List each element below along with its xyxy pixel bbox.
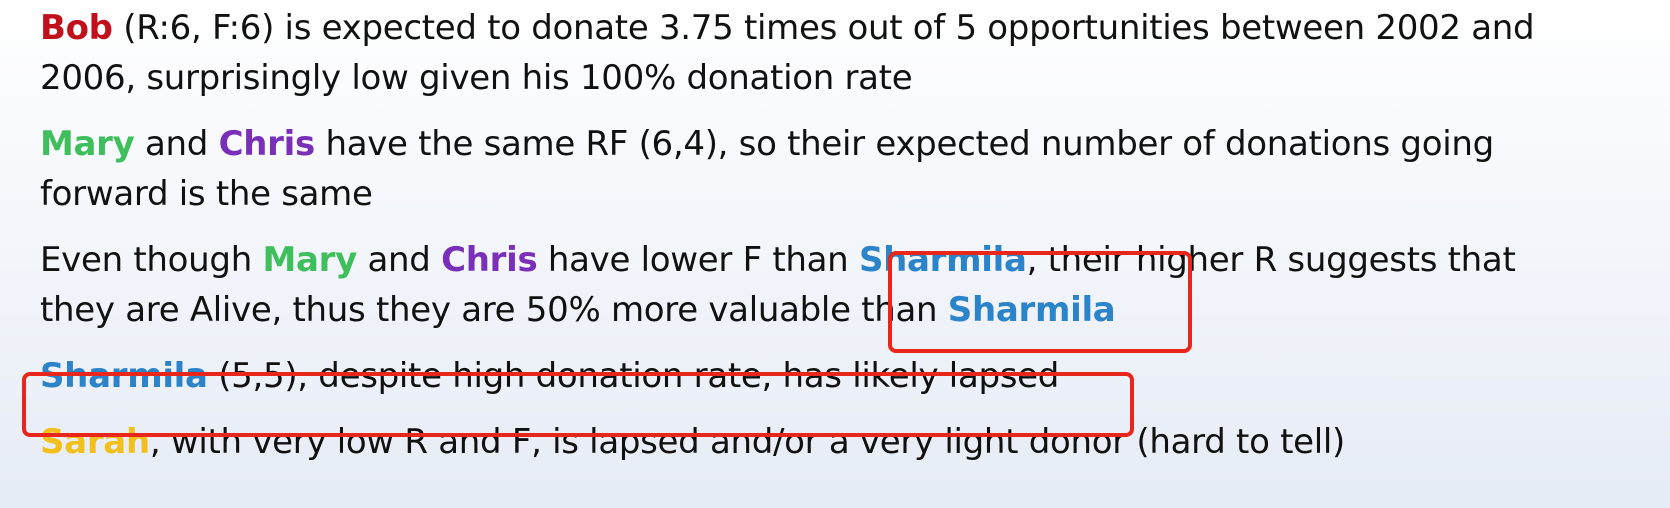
highlight-box-sharmila-line (22, 372, 1134, 437)
comparison-rest-1: , their higher R suggests that (1026, 240, 1516, 280)
mary-chris-text-1: have the same RF (6,4), so their expecte… (314, 124, 1494, 164)
bullet-bob: Bob (R:6, F:6) is expected to donate 3.7… (40, 3, 1650, 103)
bullet-comparison: Even though Mary and Chris have lower F … (40, 235, 1650, 335)
name-sharmila-3: Sharmila (40, 356, 208, 396)
bullet-mary-chris-line-2: forward is the same (40, 169, 1650, 219)
bullet-sharmila-line-1: Sharmila (5,5), despite high donation ra… (40, 351, 1650, 401)
name-chris-2: Chris (441, 240, 538, 280)
bob-text-2: 2006, surprisingly low given his 100% do… (40, 58, 913, 98)
bullet-sarah-line-1: Sarah, with very low R and F, is lapsed … (40, 417, 1650, 467)
bullet-sharmila: Sharmila (5,5), despite high donation ra… (40, 351, 1650, 401)
bullet-mary-chris-line-1: Mary and Chris have the same RF (6,4), s… (40, 119, 1650, 169)
bullet-sarah: Sarah, with very low R and F, is lapsed … (40, 417, 1650, 467)
bob-text-1: (R:6, F:6) is expected to donate 3.75 ti… (112, 8, 1535, 48)
highlight-box-sharmila-comparison (888, 251, 1192, 353)
name-mary-2: Mary (262, 240, 357, 280)
name-sharmila-1: Sharmila (858, 240, 1027, 280)
name-sharmila-2: Sharmila (947, 290, 1116, 330)
bullet-comparison-line-2: they are Alive, thus they are 50% more v… (40, 285, 1650, 335)
name-chris: Chris (218, 124, 316, 164)
comparison-lead: Even though (40, 240, 263, 280)
sarah-text: , with very low R and F, is lapsed and/o… (149, 422, 1346, 462)
and-text: and (134, 124, 219, 164)
comparison-lead-2: they are Alive, thus they are 50% more v… (40, 290, 948, 330)
name-sarah: Sarah (40, 422, 150, 462)
bullet-comparison-line-1: Even though Mary and Chris have lower F … (40, 235, 1650, 285)
comparison-mid: have lower F than (537, 240, 859, 280)
bullet-bob-line-1: Bob (R:6, F:6) is expected to donate 3.7… (40, 3, 1650, 53)
mary-chris-text-2: forward is the same (40, 174, 373, 214)
sharmila-text: (5,5), despite high donation rate, has l… (207, 356, 1060, 396)
comparison-and: and (356, 240, 442, 280)
bullet-bob-line-2: 2006, surprisingly low given his 100% do… (40, 53, 1650, 103)
bullet-mary-chris: Mary and Chris have the same RF (6,4), s… (40, 119, 1650, 219)
name-bob: Bob (40, 8, 113, 48)
name-mary: Mary (40, 124, 135, 164)
